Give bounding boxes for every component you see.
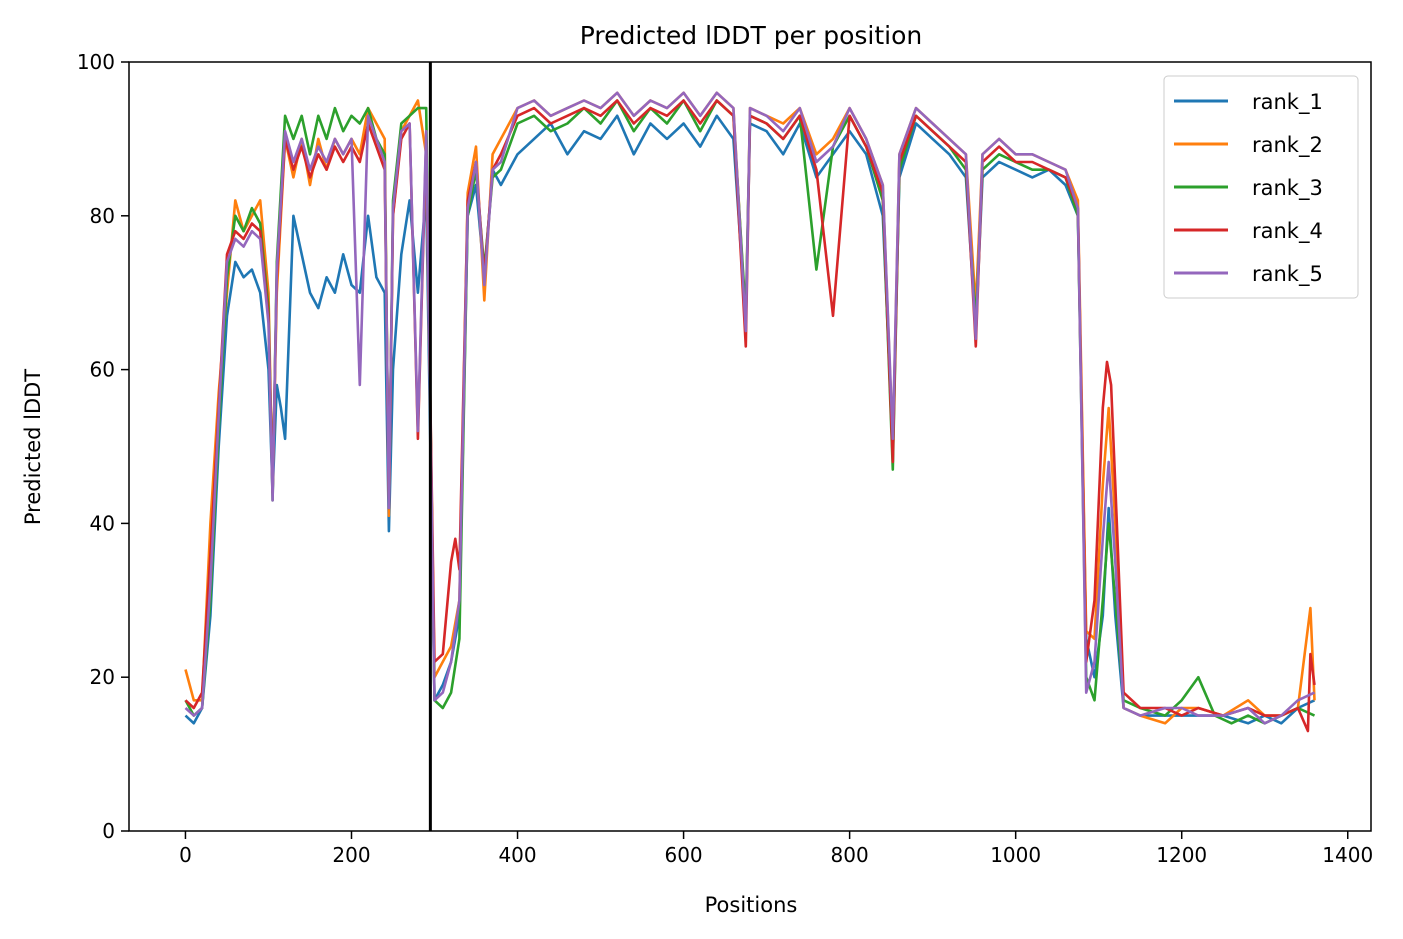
x-tick-label: 600 — [664, 843, 702, 867]
x-tick-label: 1000 — [990, 843, 1041, 867]
y-axis-ticks: 0 20 40 60 80 100 — [77, 50, 129, 843]
series-line-rank_3 — [184, 99, 1316, 725]
legend-label-rank_4: rank_4 — [1252, 219, 1323, 244]
x-axis-label: Positions — [705, 893, 798, 917]
chart-title: Predicted lDDT per position — [580, 21, 922, 50]
y-tick-label: 0 — [102, 819, 115, 843]
series-line-rank_5 — [184, 91, 1316, 725]
series-line-rank_2 — [184, 91, 1316, 725]
x-axis-ticks: 0 200 400 600 800 1000 1200 1400 — [179, 831, 1373, 867]
y-tick-label: 20 — [90, 665, 115, 689]
y-tick-label: 40 — [90, 511, 115, 535]
x-tick-label: 400 — [498, 843, 536, 867]
legend: rank_1 rank_2 rank_3 rank_4 rank_5 — [1163, 75, 1359, 299]
y-axis-label: Predicted lDDT — [21, 369, 45, 525]
legend-label-rank_5: rank_5 — [1252, 262, 1323, 287]
legend-label-rank_2: rank_2 — [1252, 133, 1323, 158]
plot-frame — [128, 61, 1372, 832]
plot-lines — [184, 91, 1316, 733]
series-line-rank_4 — [184, 99, 1316, 733]
legend-label-rank_3: rank_3 — [1252, 176, 1323, 201]
x-tick-label: 1400 — [1322, 843, 1373, 867]
x-tick-label: 800 — [831, 843, 869, 867]
x-tick-label: 1200 — [1156, 843, 1207, 867]
y-tick-label: 80 — [90, 204, 115, 228]
x-tick-label: 0 — [179, 843, 192, 867]
y-tick-label: 100 — [77, 50, 115, 74]
x-tick-label: 200 — [332, 843, 370, 867]
legend-box — [1163, 75, 1359, 299]
legend-label-rank_1: rank_1 — [1252, 90, 1323, 115]
y-tick-label: 60 — [90, 358, 115, 382]
